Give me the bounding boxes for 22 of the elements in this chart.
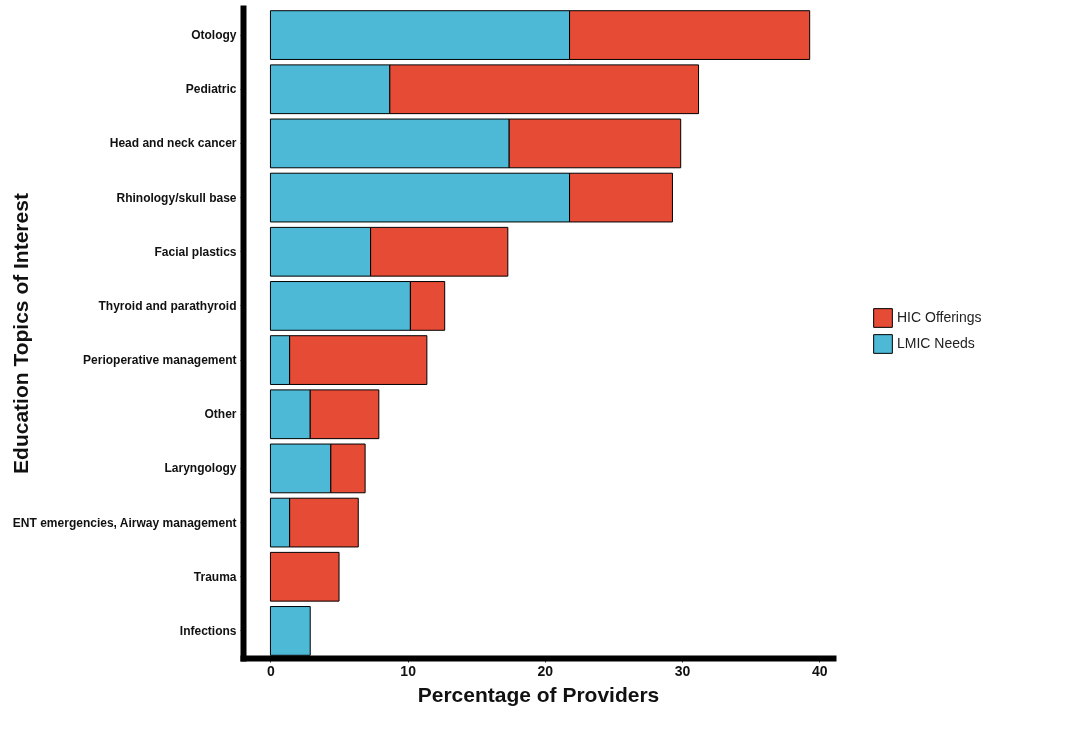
y-tick-label: Otology <box>191 28 237 43</box>
y-tick-label: ENT emergencies, Airway management <box>12 515 237 530</box>
y-tick-label: Facial plastics <box>154 244 237 259</box>
y-tick-label: Infections <box>179 623 237 638</box>
x-tick-label: 20 <box>537 662 554 679</box>
y-axis-title: Education Topics of Interest <box>8 193 32 474</box>
x-tick-label: 0 <box>267 662 276 679</box>
bar <box>269 551 340 602</box>
y-tick-label: Other <box>204 407 237 422</box>
y-tick-label: Trauma <box>193 569 237 584</box>
x-tick-label: 40 <box>811 662 828 679</box>
y-tick-label: Pediatric <box>185 82 237 97</box>
y-tick-label: Rhinology/skull base <box>116 190 237 205</box>
legend-label: LMIC Needs <box>897 335 975 351</box>
y-tick-label: Head and neck cancer <box>109 136 237 151</box>
y-tick-label: Laryngology <box>164 461 237 476</box>
x-tick-label: 30 <box>674 662 691 679</box>
legend-label: HIC Offerings <box>897 309 982 325</box>
y-tick-label: Thyroid and parathyroid <box>98 298 237 313</box>
x-tick-label: 10 <box>400 662 417 679</box>
x-axis-title: Percentage of Providers <box>417 682 660 706</box>
y-tick-label: Perioperative management <box>83 353 237 368</box>
